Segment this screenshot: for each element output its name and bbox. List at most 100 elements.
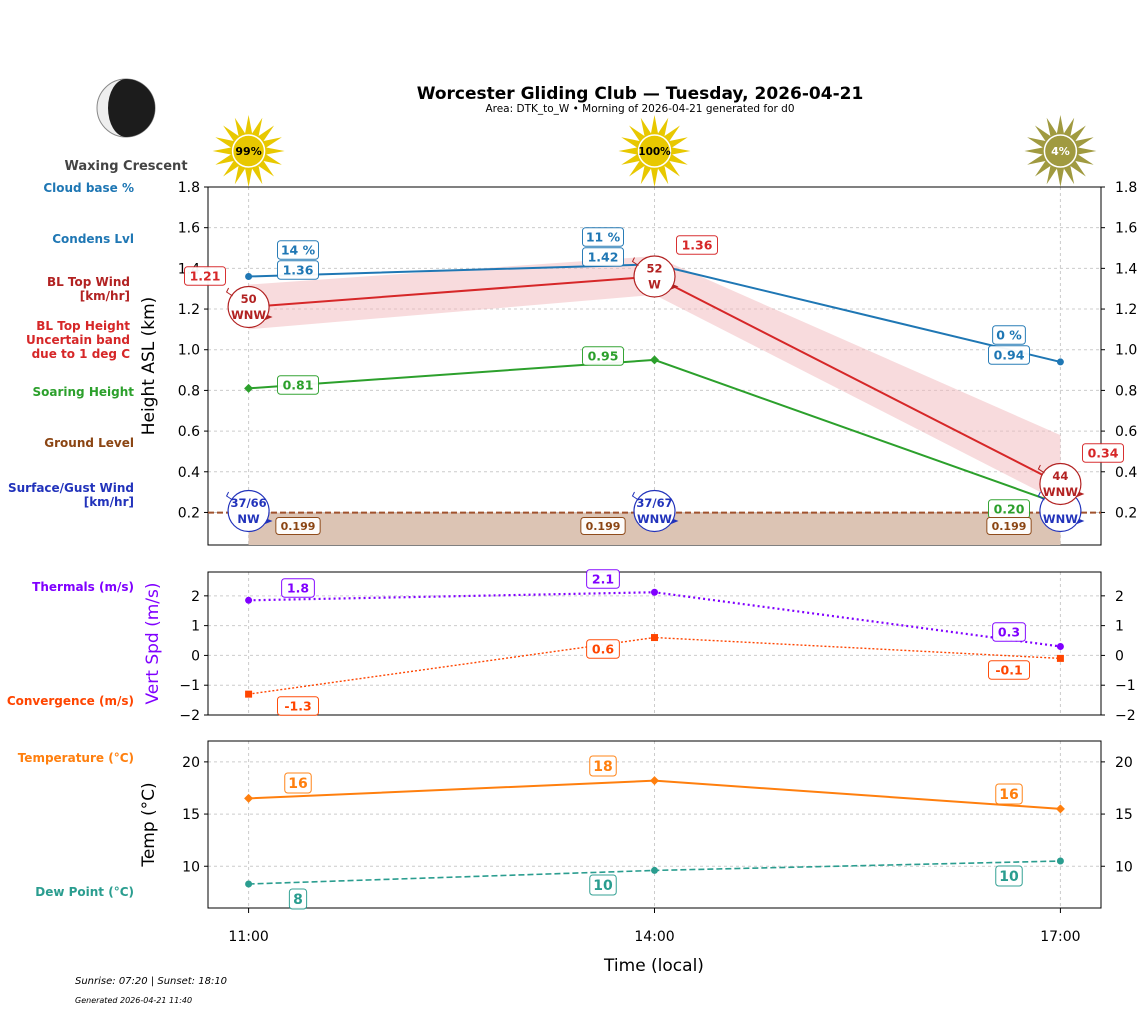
y-axis-label: Vert Spd (m/s) <box>143 582 163 704</box>
temperature-label: 18 <box>593 759 612 775</box>
ground-level-label-box <box>580 517 626 535</box>
cloud-base-pct-label: 11 % <box>586 230 621 245</box>
bl-top-height-label: 1.36 <box>682 238 713 253</box>
side-label: due to 1 deg C <box>32 347 131 361</box>
soaring-height-marker <box>244 383 254 393</box>
side-label: BL Top Wind <box>47 275 130 289</box>
side-label: Cloud base % <box>43 181 134 195</box>
temperature-label-box <box>589 755 617 777</box>
chart-subtitle: Area: DTK_to_W • Morning of 2026-04-21 g… <box>485 103 794 115</box>
y-tick-label-right: 20 <box>1115 755 1133 771</box>
ground-level-label-box <box>986 517 1032 535</box>
axes-frame-2 <box>207 571 1102 716</box>
bl-top-height-label-box <box>1082 443 1124 463</box>
wind-barb-icon <box>631 491 639 501</box>
temperature-label: 16 <box>288 776 307 792</box>
wind-barb-icon <box>225 491 233 501</box>
y-tick-label-right: 0.6 <box>1115 424 1137 440</box>
convergence-label-box <box>988 660 1030 680</box>
wind-circle <box>227 489 270 533</box>
cloud-base-pct-label: 0 % <box>996 328 1022 343</box>
bl-top-height-label: 1.21 <box>190 269 221 284</box>
side-label: Thermals (m/s) <box>32 580 134 594</box>
sun-icon <box>212 115 285 187</box>
convergence-label-box <box>586 639 620 659</box>
bl-top-wind-indicator-direction: WNW <box>1043 485 1078 499</box>
side-label: Uncertain band <box>26 333 130 347</box>
x-tick-label: 17:00 <box>1040 929 1080 945</box>
wind-circle <box>227 285 270 329</box>
bl-top-wind-indicator <box>631 255 679 298</box>
condens-lvl-label: 1.36 <box>283 263 314 278</box>
side-label: Temperature (°C) <box>18 751 134 765</box>
y-tick-label-right: 1 <box>1115 619 1124 635</box>
thermals-label-box <box>281 578 315 598</box>
temperature-label: 16 <box>999 787 1018 803</box>
bl-top-wind-indicator <box>225 285 273 329</box>
sun-percent: 99% <box>235 145 261 158</box>
x-tick-label: 11:00 <box>228 929 268 945</box>
side-label: BL Top Height <box>36 319 130 333</box>
wind-circle <box>633 255 676 298</box>
condens-lvl-label-box <box>582 247 624 267</box>
bl-top-wind-indicator-speed: 50 <box>241 292 257 306</box>
convergence-label-box <box>277 696 319 716</box>
sun-disc <box>231 134 266 168</box>
wind-barb-icon <box>631 257 639 266</box>
generated-time: Generated 2026-04-21 11:40 <box>75 996 192 1005</box>
surface-wind-indicator-speed: 37/67 <box>636 496 672 510</box>
wind-circle <box>633 489 676 533</box>
y-tick-label: 15 <box>182 807 200 823</box>
side-label: Dew Point (°C) <box>35 885 134 899</box>
condens-lvl-label: 0.94 <box>994 348 1025 363</box>
y-tick-label: 10 <box>182 859 200 875</box>
convergence-marker <box>1056 654 1064 662</box>
dew-point-label-box <box>995 865 1023 887</box>
soaring-height-label-box <box>582 346 624 366</box>
x-axis-label: Time (local) <box>603 956 704 976</box>
sun-times: Sunrise: 07:20 | Sunset: 18:10 <box>75 976 227 987</box>
bl-top-wind-indicator <box>1037 462 1085 506</box>
y-tick-label-right: −1 <box>1115 678 1136 694</box>
y-tick-label-right: −2 <box>1115 708 1136 724</box>
y-tick-label: 0.4 <box>178 465 200 481</box>
bl-uncertainty-band <box>248 256 1061 503</box>
soaring-height-label-box <box>277 375 319 395</box>
y-tick-label-right: 15 <box>1115 807 1133 823</box>
temperature-marker <box>1055 804 1065 814</box>
y-tick-label: 1 <box>191 619 200 635</box>
condens-lvl-marker <box>245 273 253 280</box>
y-tick-label-right: 1.6 <box>1115 221 1137 237</box>
y-tick-label: 0.2 <box>178 505 200 521</box>
sun-percent: 100% <box>638 146 671 158</box>
condens-lvl-label: 1.42 <box>588 250 619 265</box>
y-tick-label: −2 <box>179 708 200 724</box>
y-tick-label-right: 0.8 <box>1115 383 1137 399</box>
thermals-label: 2.1 <box>592 572 614 587</box>
dew-point-marker <box>1056 857 1064 865</box>
bl-top-wind-indicator-speed: 44 <box>1052 469 1068 483</box>
y-tick-label: 1.0 <box>178 343 200 359</box>
temperature-label-box <box>995 783 1023 805</box>
x-tick-label: 14:00 <box>634 929 674 945</box>
y-axis-label: Temp (°C) <box>139 782 159 867</box>
y-tick-label: 1.2 <box>178 302 200 318</box>
cloud-base-pct-label-box <box>277 240 319 260</box>
wind-barb-icon <box>1037 491 1045 501</box>
dew-point-label-box <box>589 874 617 896</box>
side-label: Surface/Gust Wind <box>8 481 134 495</box>
chart-title: Worcester Gliding Club — Tuesday, 2026-0… <box>417 84 864 104</box>
soaring-height-label: 0.20 <box>994 502 1025 517</box>
surface-wind-indicator-direction: NW <box>237 512 260 526</box>
side-label: Convergence (m/s) <box>7 694 134 708</box>
surface-wind-indicator-direction: WNW <box>1043 512 1078 526</box>
thermals-label: 0.3 <box>998 625 1020 640</box>
sun-disc <box>637 134 672 168</box>
side-label: Soaring Height <box>33 385 135 399</box>
temperature-marker <box>650 776 659 786</box>
y-tick-label: 1.6 <box>178 221 200 237</box>
wind-barb-icon <box>225 287 233 297</box>
soaring-height-marker <box>650 355 659 365</box>
y-tick-label-right: 10 <box>1115 859 1133 875</box>
